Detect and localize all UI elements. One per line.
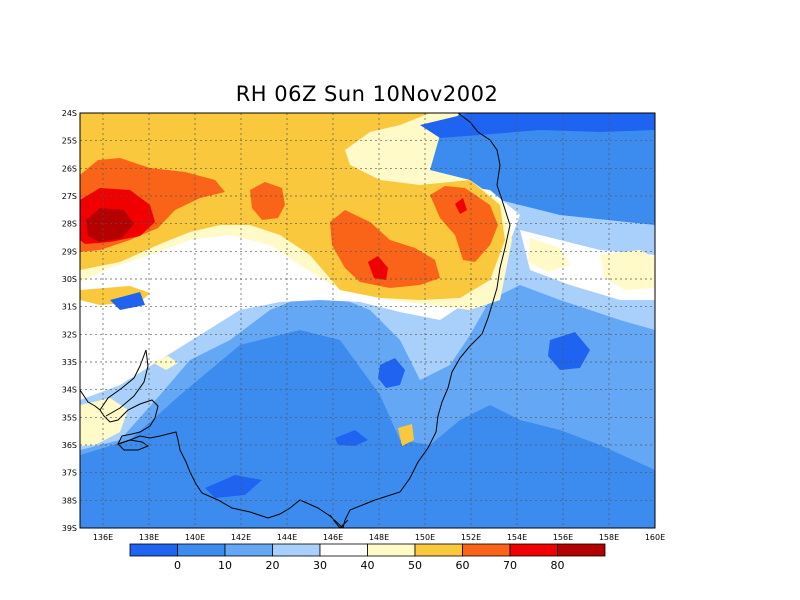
lat-label: 34S (62, 386, 77, 395)
lat-label: 27S (62, 192, 77, 201)
lon-label: 140E (185, 533, 205, 542)
lat-label: 32S (62, 330, 77, 339)
colorbar-swatch (462, 543, 511, 557)
lon-label: 154E (507, 533, 527, 542)
colorbar-label: 70 (503, 559, 517, 572)
colorbar-label: 60 (456, 559, 470, 572)
rh-50-60-coastal-patches (80, 356, 178, 446)
lat-label: 37S (62, 469, 77, 478)
colorbar-label: 20 (266, 559, 280, 572)
colorbar-label: 30 (313, 559, 327, 572)
colorbar-swatch (177, 543, 226, 557)
lon-label: 136E (93, 533, 113, 542)
lat-label: 31S (62, 303, 77, 312)
map-title: RH 06Z Sun 10Nov2002 (235, 82, 499, 106)
lon-label: 156E (553, 533, 573, 542)
colorbar: 0 10 20 30 40 50 60 70 80 (129, 543, 606, 572)
lon-label: 152E (461, 533, 481, 542)
tasmania-coast (329, 514, 349, 528)
lat-label: 24S (62, 109, 77, 118)
kangaroo-island (117, 439, 150, 451)
longitude-labels: 136E 138E 140E 142E 144E 146E 148E 150E 152E 154E… (93, 533, 665, 542)
lat-label: 25S (62, 137, 77, 146)
lon-label: 150E (415, 533, 435, 542)
colorbar-label: 40 (361, 559, 375, 572)
graticule (80, 113, 655, 528)
colorbar-swatch (319, 543, 368, 557)
lon-label: 158E (599, 533, 619, 542)
rh-70-80-core-small (250, 182, 285, 220)
lat-label: 33S (62, 358, 77, 367)
rh-70-80-core-central (330, 210, 440, 288)
colorbar-label: 80 (551, 559, 565, 572)
colorbar-swatch (224, 543, 273, 557)
lat-label: 30S (62, 275, 77, 284)
lon-label: 144E (277, 533, 297, 542)
spencer-gulf-coast (99, 349, 149, 417)
latitude-labels: 24S 25S 26S 27S 28S 29S 30S 31S 32S 33S 34S 35S 36S 3… (62, 109, 77, 533)
lon-label: 160E (645, 533, 665, 542)
lon-label: 146E (323, 533, 343, 542)
lat-label: 28S (62, 220, 77, 229)
colorbar-swatch (272, 543, 321, 557)
lon-label: 148E (369, 533, 389, 542)
colorbar-swatch (509, 543, 558, 557)
lat-label: 36S (62, 441, 77, 450)
colorbar-swatch (367, 543, 416, 557)
colorbar-swatch (414, 543, 463, 557)
rh-80-90-core-small (368, 198, 467, 280)
colorbar-swatch (557, 543, 606, 557)
colorbar-label: 10 (218, 559, 232, 572)
lat-label: 38S (62, 496, 77, 505)
lat-label: 29S (62, 247, 77, 256)
lat-label: 39S (62, 524, 77, 533)
lat-label: 26S (62, 164, 77, 173)
rh-50-60-band-east (528, 238, 655, 290)
australia-coastline (80, 113, 511, 528)
colorbar-label: 50 (408, 559, 422, 572)
rh-70-80-core-east (430, 186, 498, 262)
colorbar-label: 0 (174, 559, 181, 572)
colorbar-swatch (129, 543, 178, 557)
map-frame (79, 112, 656, 529)
rh-contour-field (80, 113, 655, 528)
lon-label: 138E (139, 533, 159, 542)
lon-label: 142E (231, 533, 251, 542)
lat-label: 35S (62, 413, 77, 422)
rh-90-plus-core (86, 208, 134, 242)
